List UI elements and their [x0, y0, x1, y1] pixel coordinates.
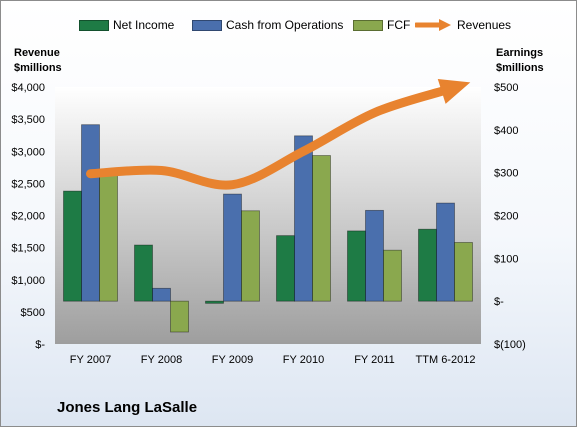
x-tick-label: FY 2010: [283, 354, 324, 366]
legend-label-fcf: FCF: [387, 18, 411, 32]
legend: Net Income Cash from Operations FCF Reve…: [79, 15, 559, 35]
plot-area: [55, 87, 481, 344]
left-tick-label: $500: [21, 307, 45, 319]
bar-net-income: [134, 244, 153, 302]
x-tick-label: FY 2007: [70, 354, 111, 366]
legend-swatch-cash-from-operations: [192, 19, 222, 31]
legend-item-revenues: Revenues: [415, 15, 511, 35]
bar-fcf: [383, 249, 402, 302]
legend-arrow-icon: [415, 19, 451, 31]
legend-swatch-net-income: [79, 19, 109, 31]
right-tick-label: $-: [494, 296, 504, 308]
bar-cash-from-operations: [152, 287, 171, 302]
right-tick-label: $(100): [494, 339, 526, 351]
x-tick-label: FY 2011: [354, 354, 395, 366]
right-tick-label: $400: [494, 125, 518, 137]
left-tick-label: $3,500: [11, 114, 45, 126]
revenues-arrowhead: [437, 79, 471, 104]
left-tick-label: $2,000: [11, 211, 45, 223]
left-tick-label: $3,000: [11, 146, 45, 158]
left-tick-label: $2,500: [11, 178, 45, 190]
bar-net-income: [418, 228, 437, 302]
right-axis-title: Earnings $millions: [496, 47, 544, 74]
company-name: Jones Lang LaSalle: [57, 399, 198, 416]
bar-net-income: [63, 190, 82, 302]
line-revenues: [86, 85, 450, 190]
bar-cash-from-operations: [81, 124, 100, 302]
left-axis-title: Revenue $millions: [14, 47, 62, 74]
bar-net-income: [276, 235, 295, 302]
bar-cash-from-operations: [294, 135, 313, 302]
bar-net-income: [205, 300, 224, 304]
bar-cash-from-operations: [436, 202, 455, 302]
right-tick-label: $200: [494, 211, 518, 223]
bar-cash-from-operations: [223, 193, 242, 302]
x-tick-label: FY 2008: [141, 354, 182, 366]
left-tick-label: $1,000: [11, 275, 45, 287]
right-tick-label: $100: [494, 253, 518, 265]
left-tick-label: $4,000: [11, 82, 45, 94]
right-tick-label: $300: [494, 168, 518, 180]
left-tick-label: $1,500: [11, 243, 45, 255]
legend-item-cash-from-operations: Cash from Operations: [192, 15, 343, 35]
right-tick-label: $500: [494, 82, 518, 94]
bar-fcf: [99, 169, 118, 302]
bar-cash-from-operations: [365, 209, 384, 302]
x-tick-label: TTM 6-2012: [416, 354, 476, 366]
legend-label-net-income: Net Income: [113, 18, 175, 32]
left-tick-label: $-: [35, 339, 45, 351]
bar-fcf: [241, 210, 260, 302]
x-tick-label: FY 2009: [212, 354, 253, 366]
legend-swatch-fcf: [353, 19, 383, 31]
legend-item-fcf: FCF: [353, 15, 410, 35]
bar-fcf: [454, 242, 473, 302]
bar-net-income: [347, 230, 366, 302]
bar-fcf: [170, 300, 189, 333]
legend-label-revenues: Revenues: [457, 18, 512, 32]
legend-label-cash-from-operations: Cash from Operations: [226, 18, 344, 32]
legend-item-net-income: Net Income: [79, 15, 174, 35]
bar-fcf: [312, 155, 331, 302]
